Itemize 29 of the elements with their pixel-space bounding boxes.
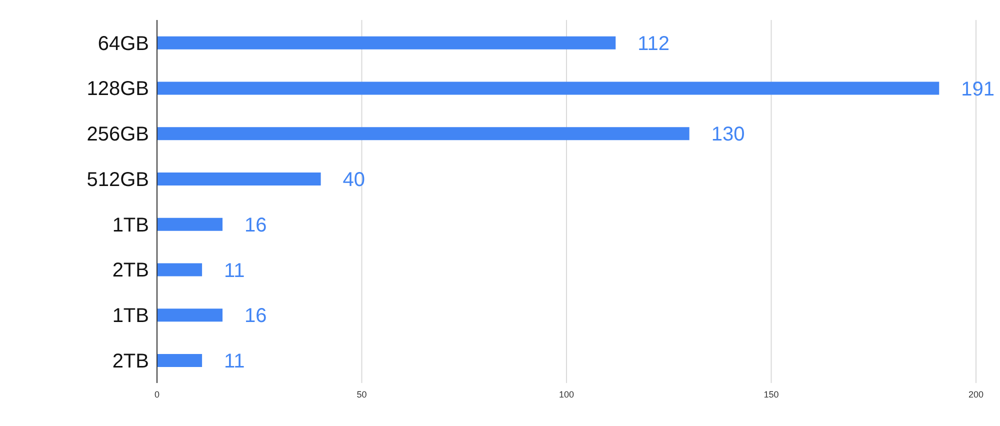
y-tick-label: 2TB [112, 260, 149, 282]
y-tick-label: 2TB [112, 350, 149, 372]
data-label: 40 [342, 169, 366, 192]
y-tick-label: 128GB [86, 78, 149, 100]
bar [157, 308, 223, 322]
bar [157, 218, 223, 231]
x-tick-label: 200 [968, 389, 984, 400]
data-label: 130 [711, 124, 745, 146]
data-label: 191 [961, 78, 995, 100]
y-tick-label: 64GB [98, 32, 149, 55]
y-tick-label: 512GB [86, 168, 149, 191]
x-tick-label: 100 [558, 389, 574, 400]
y-tick-label: 256GB [86, 124, 149, 146]
x-tick-label: 150 [764, 389, 779, 400]
data-label: 16 [244, 214, 267, 236]
data-label: 11 [224, 260, 245, 282]
data-label: 112 [638, 32, 670, 55]
y-tick-label: 1TB [112, 214, 149, 236]
data-label: 16 [244, 305, 267, 328]
x-tick-label: 50 [356, 389, 367, 400]
bar [157, 82, 940, 95]
bar [157, 354, 202, 367]
bar [157, 172, 321, 186]
y-tick-label: 1TB [112, 305, 149, 328]
bar [157, 36, 616, 50]
bar [157, 263, 202, 276]
bar [157, 127, 690, 140]
data-label: 11 [224, 350, 245, 373]
x-tick-label: 0 [154, 389, 160, 400]
